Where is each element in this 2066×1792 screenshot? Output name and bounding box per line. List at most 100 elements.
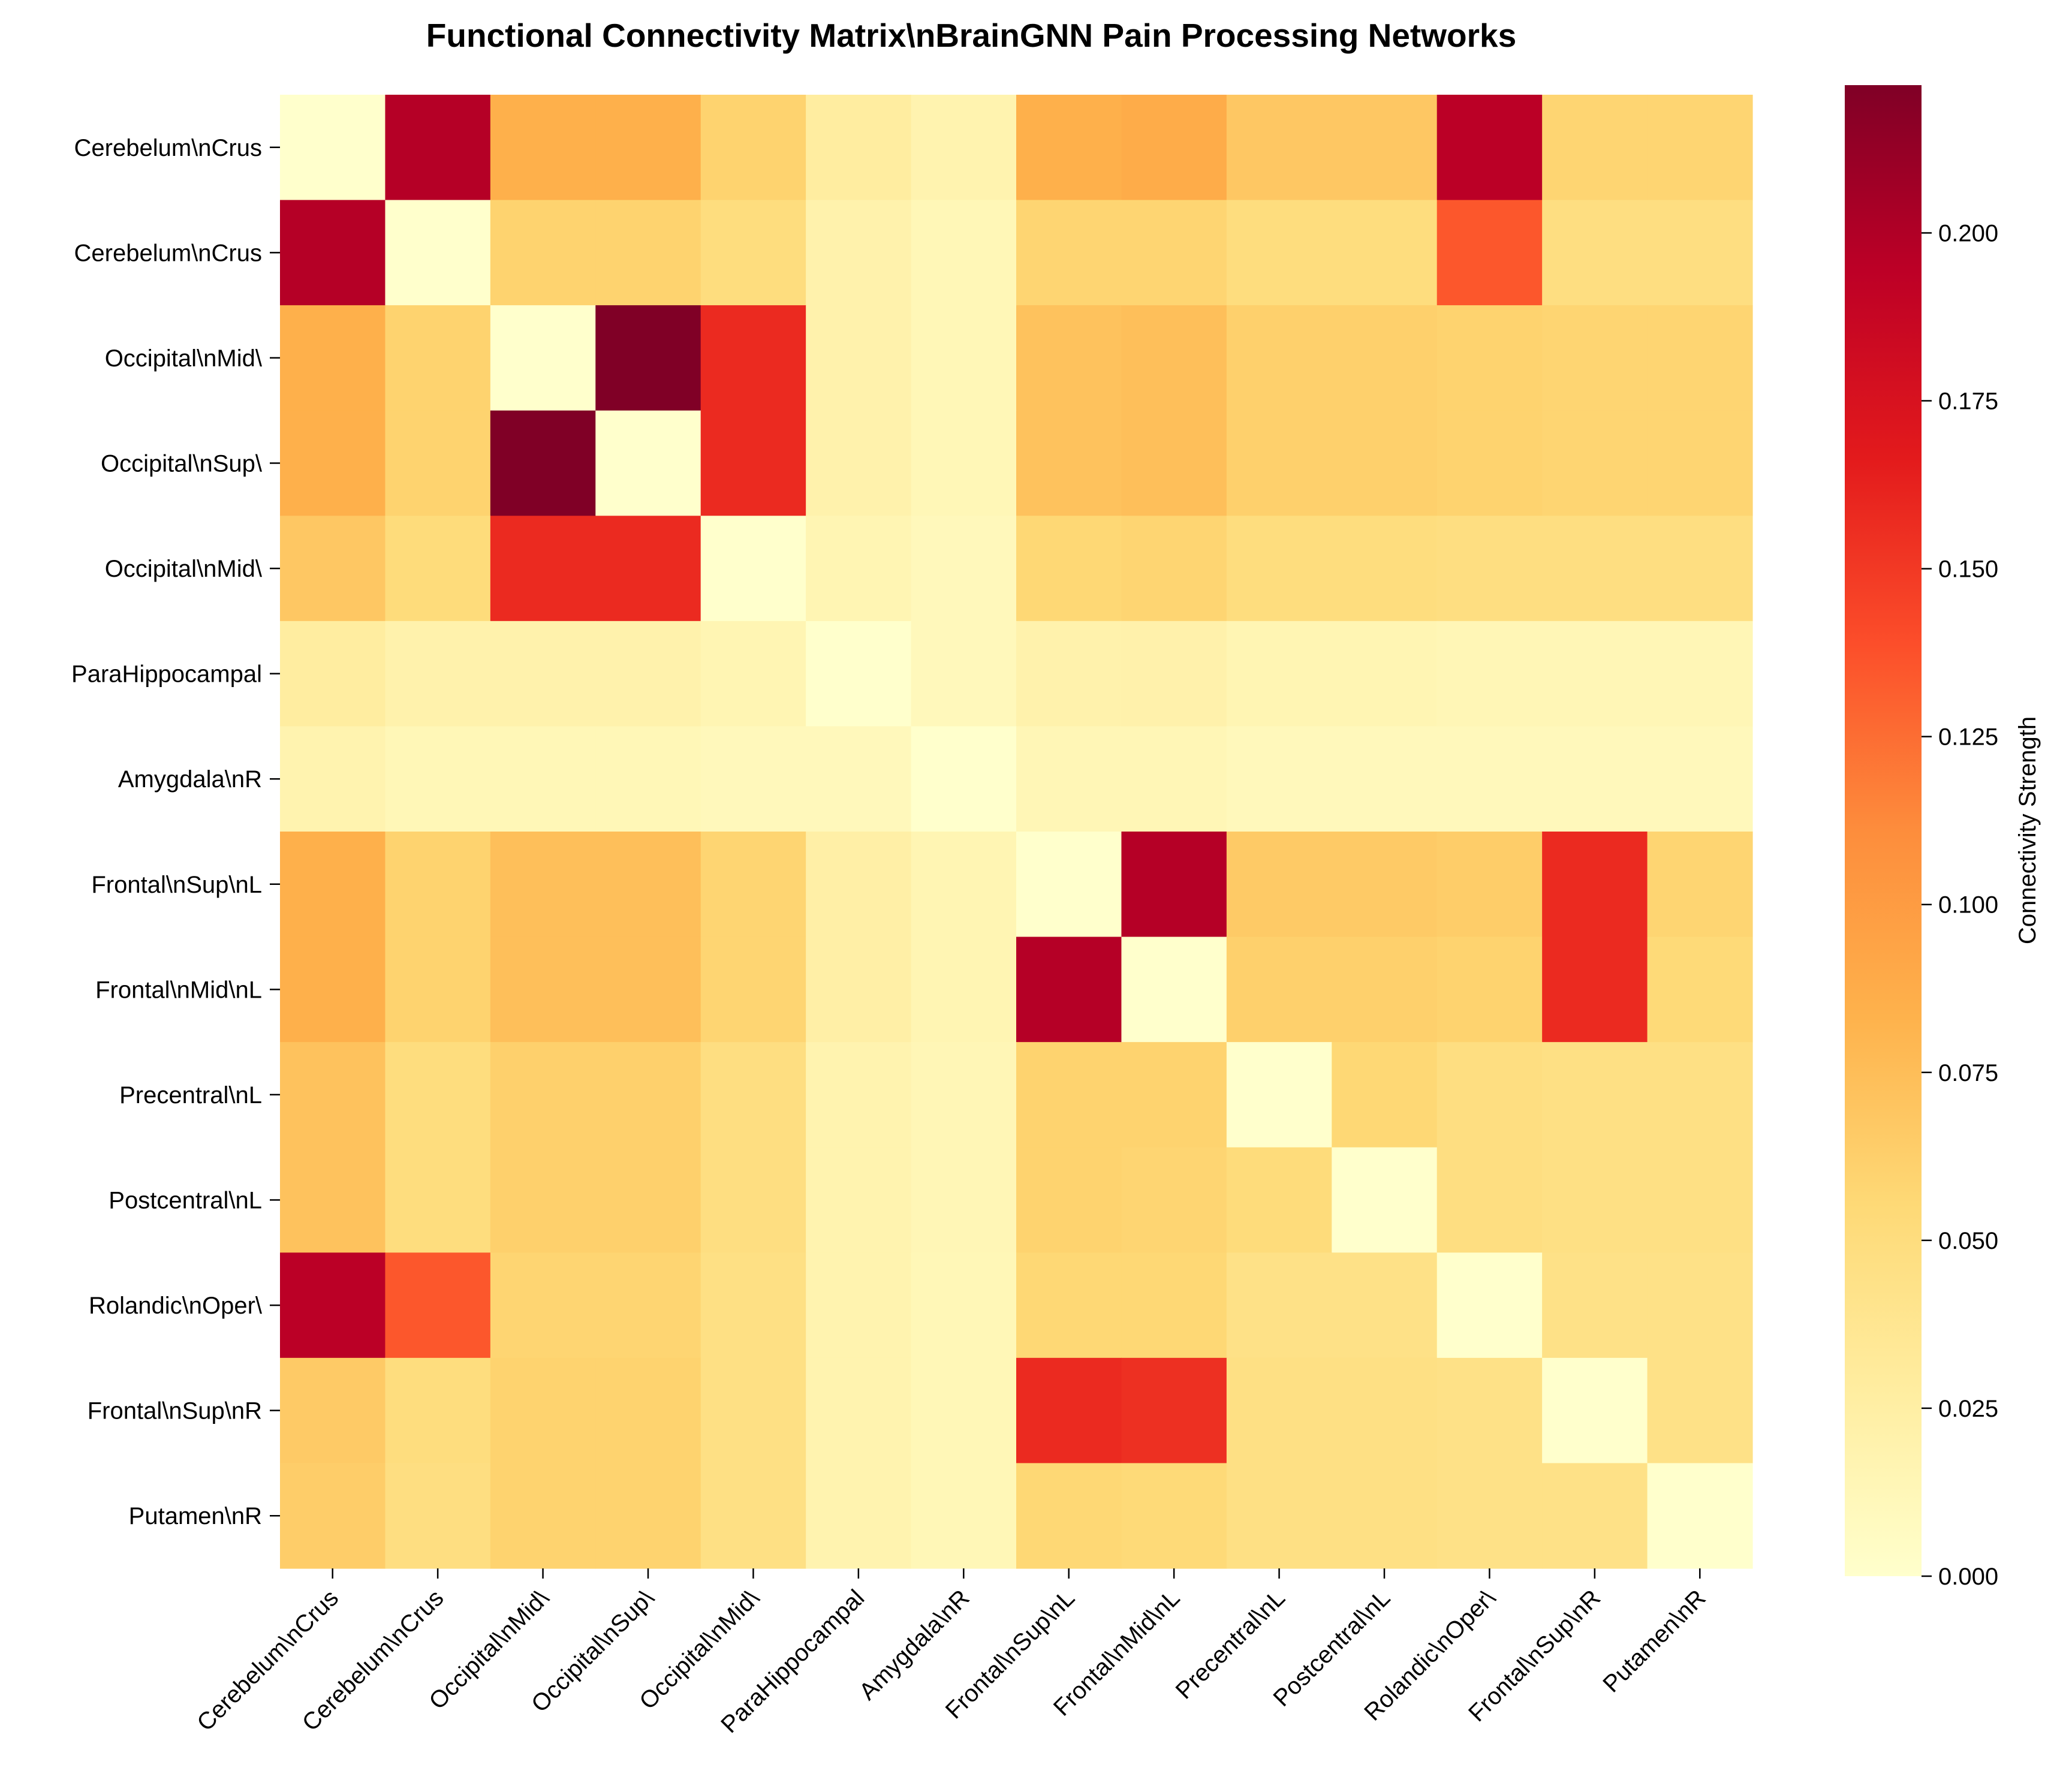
heatmap-cell-r3-c12	[1542, 410, 1648, 516]
colorbar-tick-label: 0.200	[1938, 220, 1998, 246]
heatmap-cell-r9-c4	[700, 1042, 806, 1148]
column-label: Amygdala\nR	[854, 1585, 975, 1705]
column-tick-labels: Cerebelum\nCrusCerebelum\nCrusOccipital\…	[192, 1568, 1711, 1738]
row-label: Occipital\nMid\	[105, 345, 263, 372]
heatmap-cell-r0-c3	[595, 95, 701, 201]
column-label: Precentral\nL	[1171, 1585, 1290, 1704]
heatmap-cell-r2-c13	[1647, 305, 1753, 411]
heatmap-cell-r10-c10	[1332, 1147, 1438, 1253]
heatmap-cell-r2-c8	[1121, 305, 1227, 411]
heatmap-cell-r12-c11	[1436, 1357, 1543, 1464]
heatmap-cell-r3-c2	[490, 410, 596, 516]
heatmap-cell-r0-c9	[1226, 95, 1332, 201]
heatmap-cell-r8-c13	[1647, 936, 1753, 1043]
heatmap-cell-r11-c10	[1332, 1252, 1438, 1359]
row-label: Amygdala\nR	[118, 766, 262, 793]
heatmap-cell-r13-c8	[1121, 1463, 1227, 1569]
heatmap-cell-r3-c1	[385, 410, 491, 516]
heatmap-cell-r5-c3	[595, 621, 701, 727]
heatmap-cell-r3-c5	[806, 410, 912, 516]
heatmap-cell-r6-c0	[280, 726, 386, 832]
heatmap-cell-r6-c3	[595, 726, 701, 832]
heatmap-cell-r3-c7	[1016, 410, 1122, 516]
heatmap-cell-r7-c0	[280, 832, 386, 938]
heatmap-cell-r6-c9	[1226, 726, 1332, 832]
heatmap-cell-r11-c3	[595, 1252, 701, 1359]
heatmap-cell-r8-c0	[280, 936, 386, 1043]
colorbar-gradient	[1845, 85, 1922, 1576]
heatmap-cell-r9-c11	[1436, 1042, 1543, 1148]
heatmap-cell-r4-c2	[490, 516, 596, 622]
heatmap-cell-r6-c6	[911, 726, 1017, 832]
heatmap-cell-r13-c6	[911, 1463, 1017, 1569]
heatmap-cell-r12-c8	[1121, 1357, 1227, 1464]
heatmap-cell-r9-c9	[1226, 1042, 1332, 1148]
heatmap-cell-r13-c9	[1226, 1463, 1332, 1569]
heatmap-cell-r9-c8	[1121, 1042, 1227, 1148]
heatmap-cell-r12-c1	[385, 1357, 491, 1464]
heatmap-cell-r4-c5	[806, 516, 912, 622]
row-label: Precentral\nL	[119, 1082, 262, 1109]
heatmap-cell-r8-c1	[385, 936, 491, 1043]
heatmap-cell-r8-c11	[1436, 936, 1543, 1043]
heatmap-cell-r11-c6	[911, 1252, 1017, 1359]
heatmap-cell-r2-c12	[1542, 305, 1648, 411]
row-label: Cerebelum\nCrus	[74, 240, 262, 266]
heatmap-cell-r0-c10	[1332, 95, 1438, 201]
colorbar-tick-label: 0.000	[1938, 1564, 1998, 1590]
row-label: ParaHippocampal	[71, 661, 262, 688]
heatmap-cell-r1-c1	[385, 200, 491, 306]
heatmap-cell-r11-c8	[1121, 1252, 1227, 1359]
colorbar-tick-label: 0.175	[1938, 388, 1998, 415]
heatmap-cell-r3-c4	[700, 410, 806, 516]
heatmap-cell-r10-c0	[280, 1147, 386, 1253]
heatmap-cell-r1-c7	[1016, 200, 1122, 306]
row-label: Frontal\nSup\nL	[91, 872, 262, 898]
heatmap-cell-r1-c0	[280, 200, 386, 306]
heatmap-cell-r1-c3	[595, 200, 701, 306]
heatmap-cell-r7-c11	[1436, 832, 1543, 938]
heatmap-cell-r11-c1	[385, 1252, 491, 1359]
column-label: Putamen\nR	[1598, 1585, 1710, 1697]
heatmap-cell-r0-c0	[280, 95, 386, 201]
heatmap-cell-r7-c13	[1647, 832, 1753, 938]
colorbar-tick-label: 0.125	[1938, 724, 1998, 751]
heatmap-cell-r13-c10	[1332, 1463, 1438, 1569]
heatmap-cell-r13-c1	[385, 1463, 491, 1569]
heatmap-cell-r6-c12	[1542, 726, 1648, 832]
heatmap-cell-r2-c5	[806, 305, 912, 411]
heatmap-cell-r3-c3	[595, 410, 701, 516]
heatmap-cell-r3-c8	[1121, 410, 1227, 516]
heatmap-cell-r2-c2	[490, 305, 596, 411]
heatmap-cell-r1-c4	[700, 200, 806, 306]
heatmap-cell-r1-c13	[1647, 200, 1753, 306]
colorbar-tick-label: 0.025	[1938, 1396, 1998, 1422]
heatmap-cell-r11-c4	[700, 1252, 806, 1359]
heatmap-cell-r11-c2	[490, 1252, 596, 1359]
heatmap-cell-r0-c13	[1647, 95, 1753, 201]
heatmap-cell-r4-c7	[1016, 516, 1122, 622]
colorbar: 0.000 0.025 0.050 0.075 0.100 0.125 0.150 0.175…	[1845, 85, 2041, 1590]
heatmap-cell-r9-c13	[1647, 1042, 1753, 1148]
heatmap-cell-r2-c6	[911, 305, 1017, 411]
heatmap-cell-r0-c5	[806, 95, 912, 201]
heatmap-cell-r3-c0	[280, 410, 386, 516]
heatmap-cell-r12-c6	[911, 1357, 1017, 1464]
heatmap-cell-r6-c8	[1121, 726, 1227, 832]
heatmap-cell-r3-c13	[1647, 410, 1753, 516]
heatmap-cell-r4-c6	[911, 516, 1017, 622]
heatmap-cell-r10-c4	[700, 1147, 806, 1253]
heatmap-cell-r10-c8	[1121, 1147, 1227, 1253]
heatmap-cells	[280, 95, 1753, 1569]
heatmap-cell-r6-c1	[385, 726, 491, 832]
heatmap-cell-r7-c9	[1226, 832, 1332, 938]
heatmap-cell-r8-c8	[1121, 936, 1227, 1043]
heatmap-cell-r7-c7	[1016, 832, 1122, 938]
heatmap-cell-r0-c7	[1016, 95, 1122, 201]
heatmap-cell-r5-c10	[1332, 621, 1438, 727]
heatmap-cell-r12-c12	[1542, 1357, 1648, 1464]
heatmap-cell-r5-c9	[1226, 621, 1332, 727]
heatmap-cell-r8-c7	[1016, 936, 1122, 1043]
heatmap-cell-r9-c2	[490, 1042, 596, 1148]
heatmap-cell-r5-c6	[911, 621, 1017, 727]
